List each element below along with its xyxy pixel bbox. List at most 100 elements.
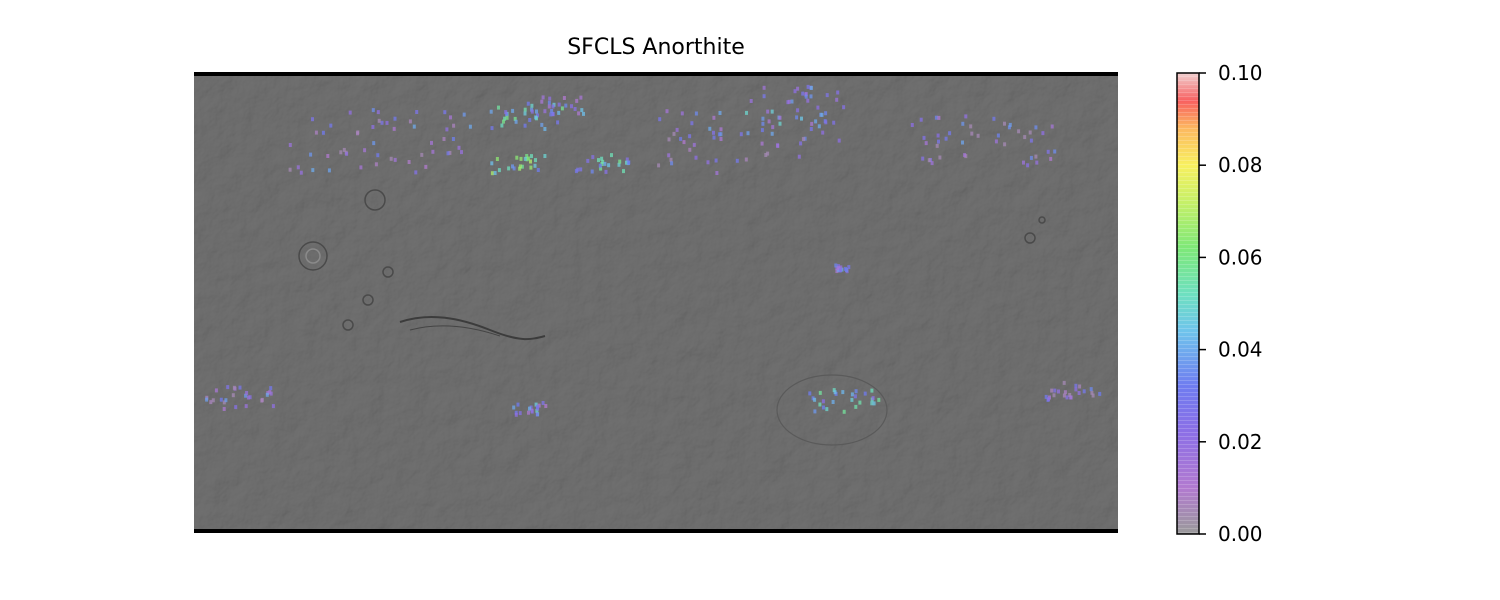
data-pixel: [523, 123, 527, 128]
data-pixel: [871, 396, 875, 401]
data-pixel: [670, 161, 674, 166]
data-pixel: [770, 109, 774, 114]
data-pixel: [1050, 124, 1054, 129]
data-pixel: [820, 112, 824, 117]
data-pixel: [1034, 154, 1038, 159]
data-pixel: [603, 161, 607, 166]
data-pixel: [1053, 388, 1057, 393]
data-pixel: [1074, 383, 1078, 388]
data-pixel: [520, 164, 524, 169]
data-pixel: [814, 119, 818, 124]
canyon-feature: [399, 316, 546, 341]
data-pixel: [205, 397, 209, 402]
data-pixel: [513, 116, 517, 121]
data-pixel: [847, 265, 851, 270]
data-pixel: [877, 397, 881, 402]
data-pixel: [448, 150, 452, 155]
data-pixel: [211, 398, 215, 403]
data-pixel: [371, 125, 375, 129]
data-pixel: [969, 124, 973, 129]
data-pixel: [586, 158, 590, 163]
data-pixel: [625, 157, 629, 162]
data-pixel: [1062, 380, 1066, 385]
data-pixel: [622, 169, 625, 174]
data-pixel: [446, 151, 450, 156]
data-pixel: [359, 165, 363, 170]
data-pixel: [688, 134, 692, 139]
data-pixel: [329, 123, 333, 128]
data-pixel: [514, 412, 518, 417]
data-pixel: [534, 158, 537, 163]
data-pixel: [1090, 390, 1094, 395]
data-pixel: [801, 137, 805, 142]
data-pixel: [715, 171, 719, 175]
data-pixel: [551, 104, 555, 109]
data-pixel: [311, 117, 314, 122]
data-pixel: [269, 391, 273, 396]
data-pixel: [214, 388, 218, 393]
data-pixel: [797, 154, 801, 159]
data-pixel: [309, 152, 313, 157]
data-pixel: [265, 392, 269, 397]
data-pixel: [922, 135, 926, 140]
data-pixel: [244, 404, 248, 409]
data-pixel: [244, 393, 248, 398]
data-pixel: [493, 171, 497, 175]
data-pixel: [299, 170, 303, 175]
data-pixel: [564, 103, 568, 108]
data-pixel: [489, 109, 493, 114]
data-pixel: [767, 119, 771, 124]
data-pixel: [271, 404, 275, 409]
data-pixel: [377, 118, 381, 123]
data-pixel: [806, 84, 810, 89]
data-pixel: [516, 402, 520, 407]
data-pixel: [694, 155, 698, 160]
data-pixel: [407, 160, 411, 164]
data-pixel: [806, 98, 810, 103]
data-pixel: [238, 385, 242, 390]
data-pixel: [495, 157, 499, 161]
data-pixel: [1035, 160, 1039, 165]
data-pixel: [580, 108, 584, 113]
data-pixel: [1091, 393, 1095, 398]
data-pixel: [574, 169, 578, 174]
data-pixel: [505, 112, 509, 117]
data-pixel: [818, 390, 822, 395]
data-pixel: [813, 409, 817, 414]
data-pixel: [327, 168, 331, 173]
data-pixel: [694, 111, 698, 116]
colorbar-hatching: [1177, 73, 1199, 534]
data-pixel: [600, 162, 604, 166]
data-pixel: [994, 139, 998, 144]
data-pixel: [672, 131, 676, 136]
data-pixel: [526, 101, 530, 106]
data-pixel: [547, 100, 551, 105]
data-pixel: [944, 136, 948, 141]
data-pixel: [590, 169, 594, 174]
colorbar-tick-label: 0.10: [1218, 61, 1263, 85]
data-pixel: [996, 133, 1000, 138]
data-pixel: [597, 158, 600, 163]
data-pixel: [1028, 130, 1032, 135]
data-pixel: [690, 121, 694, 126]
data-pixel: [530, 154, 533, 159]
data-pixel: [795, 115, 799, 120]
data-pixel: [523, 111, 527, 116]
data-pixel: [821, 399, 825, 404]
data-pixel: [222, 407, 226, 411]
data-pixel: [1049, 156, 1053, 161]
data-pixel: [529, 159, 532, 164]
data-pixel: [927, 158, 931, 163]
data-pixel: [543, 127, 547, 131]
data-pixel: [761, 116, 765, 121]
data-pixel: [818, 402, 822, 407]
data-pixel: [804, 92, 808, 96]
data-pixel: [408, 119, 412, 124]
data-pixel: [1077, 391, 1081, 395]
data-pixel: [764, 153, 768, 157]
data-pixel: [490, 126, 494, 131]
data-pixel: [490, 161, 494, 166]
data-pixel: [460, 150, 463, 155]
data-pixel: [778, 121, 782, 126]
data-pixel: [813, 397, 817, 402]
